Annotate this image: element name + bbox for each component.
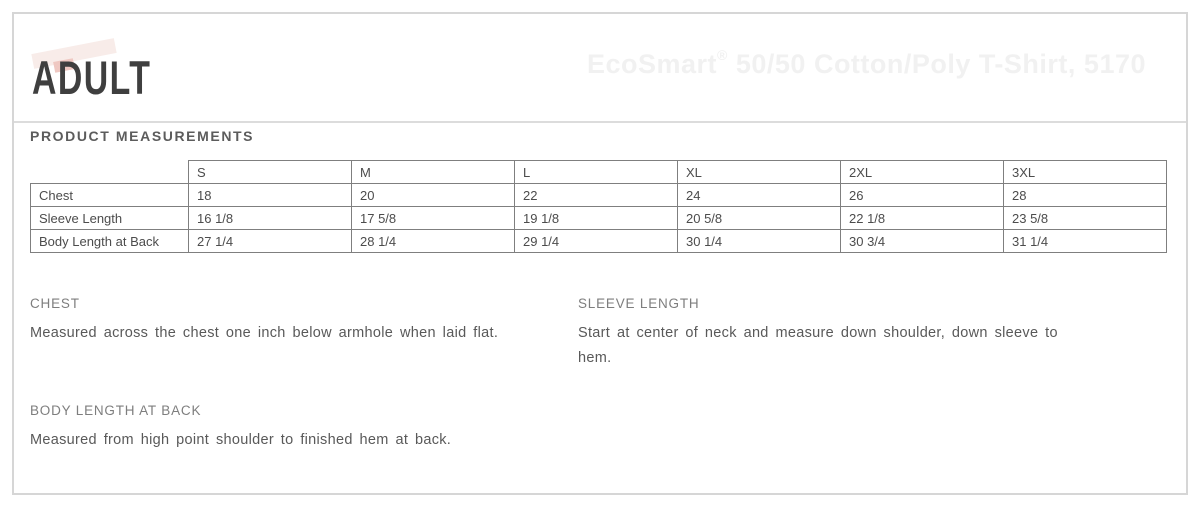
cell-value: 28 1/4: [351, 229, 515, 253]
cell-value: 22: [514, 183, 678, 207]
definition-description: Measured across the chest one inch below…: [30, 325, 499, 341]
cell-value: 22 1/8: [840, 206, 1004, 230]
column-header-l: L: [514, 160, 678, 184]
table-row-chest: Chest 18 20 22 24 26 28: [30, 183, 1167, 207]
row-label: Sleeve Length: [30, 206, 189, 230]
definition-sleeve-length: SLEEVE LENGTH Start at center of neck an…: [578, 296, 1098, 371]
table-corner-cell: [31, 161, 189, 184]
cell-value: 28: [1003, 183, 1167, 207]
table-row-sleeve-length: Sleeve Length 16 1/8 17 5/8 19 1/8 20 5/…: [30, 206, 1167, 230]
definition-term: SLEEVE LENGTH: [578, 296, 700, 311]
section-title: PRODUCT MEASUREMENTS: [30, 128, 255, 144]
cell-value: 29 1/4: [514, 229, 678, 253]
definition-term: CHEST: [30, 296, 80, 311]
row-label: Body Length at Back: [30, 229, 189, 253]
cell-value: 20: [351, 183, 515, 207]
row-label: Chest: [30, 183, 189, 207]
size-table: S M L XL 2XL 3XL Chest 18 20 22 24 26 28: [30, 160, 1167, 253]
column-header-2xl: 2XL: [840, 160, 1004, 184]
header-divider: [14, 121, 1186, 123]
cell-value: 19 1/8: [514, 206, 678, 230]
page-title: ADULT: [32, 51, 152, 104]
definition-term: BODY LENGTH AT BACK: [30, 403, 202, 418]
cell-value: 30 1/4: [677, 229, 841, 253]
watermark-product-name: 50/50 Cotton/Poly T-Shirt, 5170: [727, 49, 1146, 79]
cell-value: 27 1/4: [188, 229, 352, 253]
cell-value: 23 5/8: [1003, 206, 1167, 230]
cell-value: 26: [840, 183, 1004, 207]
column-header-xl: XL: [677, 160, 841, 184]
cell-value: 30 3/4: [840, 229, 1004, 253]
column-header-3xl: 3XL: [1003, 160, 1167, 184]
cell-value: 16 1/8: [188, 206, 352, 230]
cell-value: 31 1/4: [1003, 229, 1167, 253]
definition-description: Measured from high point shoulder to fin…: [30, 432, 452, 448]
column-header-m: M: [351, 160, 515, 184]
product-watermark-title: EcoSmart® 50/50 Cotton/Poly T-Shirt, 517…: [587, 47, 1146, 80]
definition-description: Start at center of neck and measure down…: [578, 325, 1058, 366]
watermark-brand: EcoSmart: [586, 49, 718, 79]
table-row-body-length: Body Length at Back 27 1/4 28 1/4 29 1/4…: [30, 229, 1167, 253]
definition-body-length-at-back: BODY LENGTH AT BACK Measured from high p…: [30, 403, 590, 453]
table-header-row: S M L XL 2XL 3XL: [31, 160, 1167, 184]
cell-value: 18: [188, 183, 352, 207]
cell-value: 20 5/8: [677, 206, 841, 230]
definition-chest: CHEST Measured across the chest one inch…: [30, 296, 570, 346]
column-header-s: S: [188, 160, 352, 184]
cell-value: 17 5/8: [351, 206, 515, 230]
registered-trademark-symbol: ®: [717, 47, 728, 63]
measurements-panel: ADULT EcoSmart® 50/50 Cotton/Poly T-Shir…: [12, 12, 1188, 495]
cell-value: 24: [677, 183, 841, 207]
